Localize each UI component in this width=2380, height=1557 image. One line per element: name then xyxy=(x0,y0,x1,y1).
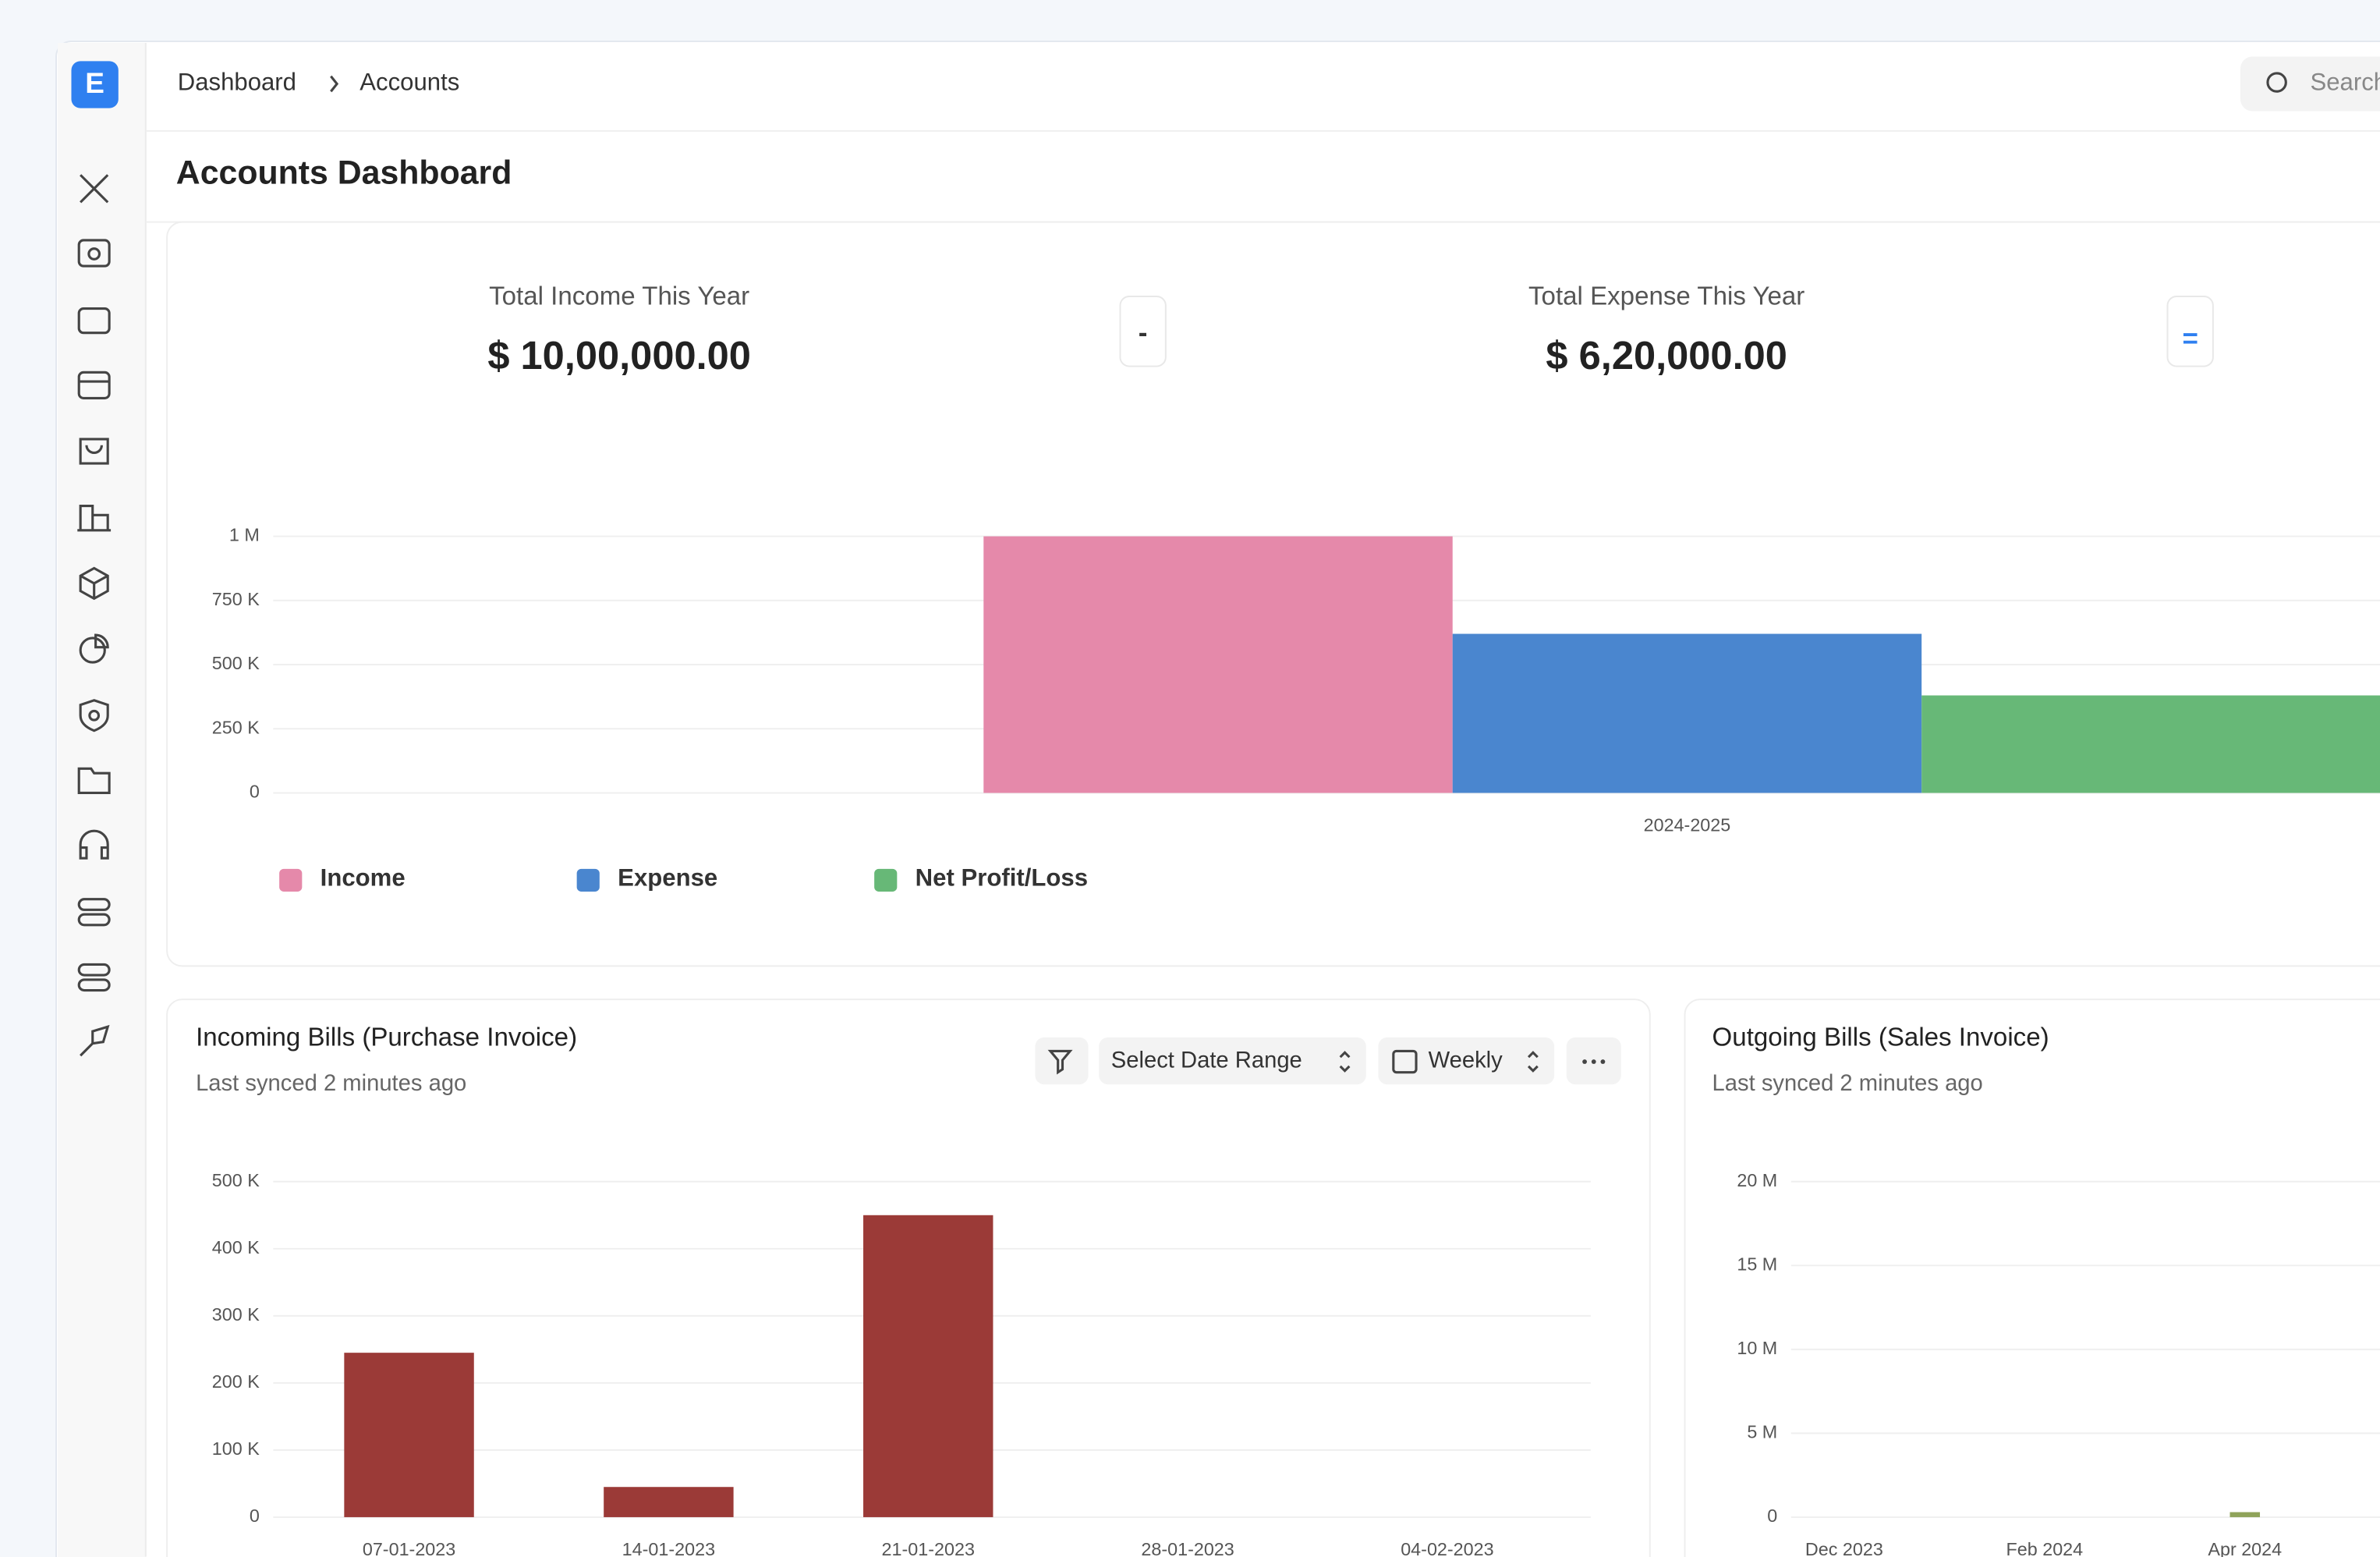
date-range-select[interactable] xyxy=(1099,1037,1366,1085)
filter-icon xyxy=(1047,1049,1073,1075)
logo[interactable] xyxy=(71,61,119,108)
legend-swatch xyxy=(576,868,600,892)
search-placeholder: Search xyxy=(2310,69,2380,96)
x-tick-label: 21-01-2023 xyxy=(882,1539,975,1557)
legend-swatch xyxy=(279,868,303,892)
card-label: Total Expense This Year xyxy=(1528,282,1804,311)
y-tick-label: 10 M xyxy=(1737,1338,1777,1358)
interval-label: Weekly xyxy=(1429,1048,1503,1073)
legend-label: Income xyxy=(321,864,406,892)
x-tick-label: 07-01-2023 xyxy=(363,1539,455,1557)
y-tick-label: 0 xyxy=(250,782,260,802)
search-icon xyxy=(2266,72,2287,93)
x-tick-label: 04-02-2023 xyxy=(1401,1539,1493,1557)
select-arrows xyxy=(1527,1051,1539,1073)
x-tick-label: 28-01-2023 xyxy=(1141,1539,1234,1557)
select-arrows xyxy=(1339,1051,1351,1073)
legend-label: Net Profit/Loss xyxy=(916,864,1088,892)
chart-title: Outgoing Bills (Sales Invoice) xyxy=(1712,1023,2049,1052)
legend-swatch xyxy=(874,868,898,892)
bar xyxy=(983,536,1453,793)
y-tick-label: 100 K xyxy=(212,1438,260,1459)
bar xyxy=(1452,633,1922,793)
chart-subtitle: Last synced 2 minutes ago xyxy=(196,1071,466,1096)
more-dots xyxy=(1582,1059,1606,1064)
x-tick-label: Dec 2023 xyxy=(1805,1539,1883,1557)
date-range-label: Select Date Range xyxy=(1111,1048,1302,1073)
operator-box xyxy=(2166,296,2214,367)
search-box[interactable] xyxy=(2240,56,2380,112)
chart-card xyxy=(1684,998,2380,1557)
operator: = xyxy=(2182,324,2198,354)
breadcrumb-item[interactable]: Dashboard xyxy=(178,69,296,96)
sidebar xyxy=(57,42,146,1557)
y-tick-label: 1 M xyxy=(229,525,260,545)
y-tick-label: 250 K xyxy=(212,717,260,737)
breadcrumb-separator xyxy=(330,75,339,93)
chart-title: Incoming Bills (Purchase Invoice) xyxy=(196,1023,577,1052)
y-tick-label: 500 K xyxy=(212,1170,260,1190)
bar xyxy=(344,1353,474,1517)
y-tick-label: 500 K xyxy=(212,653,260,673)
breadcrumb-item[interactable]: Accounts xyxy=(359,69,459,96)
y-tick-label: 750 K xyxy=(212,589,260,609)
sidebar-icons[interactable] xyxy=(77,174,112,1057)
card-label: Total Income This Year xyxy=(489,282,749,311)
bar xyxy=(863,1215,993,1517)
bar xyxy=(1921,695,2380,793)
calendar-icon xyxy=(1392,1049,1418,1074)
chart-subtitle: Last synced 2 minutes ago xyxy=(1712,1071,1983,1096)
y-tick-label: 0 xyxy=(250,1506,260,1526)
bar xyxy=(604,1487,734,1517)
bar xyxy=(2229,1512,2261,1517)
y-tick-label: 400 K xyxy=(212,1237,260,1257)
logo-letter: E xyxy=(85,67,104,99)
card-value: $ 10,00,000.00 xyxy=(487,333,751,378)
x-tick-label: Feb 2024 xyxy=(2006,1539,2084,1557)
card-value: $ 6,20,000.00 xyxy=(1546,333,1787,378)
y-tick-label: 5 M xyxy=(1747,1422,1777,1442)
y-tick-label: 300 K xyxy=(212,1304,260,1325)
interval-select[interactable] xyxy=(1378,1037,1555,1085)
x-tick-label: 14-01-2023 xyxy=(622,1539,715,1557)
operator-box xyxy=(1119,296,1167,367)
y-tick-label: 15 M xyxy=(1737,1254,1777,1274)
x-tick-label: 2024-2025 xyxy=(1644,814,1731,835)
y-tick-label: 200 K xyxy=(212,1371,260,1392)
operator: - xyxy=(1139,317,1148,348)
y-tick-label: 0 xyxy=(1767,1506,1777,1526)
page-title: Accounts Dashboard xyxy=(176,154,512,192)
legend-label: Expense xyxy=(618,864,717,892)
y-tick-label: 20 M xyxy=(1737,1170,1777,1190)
x-tick-label: Apr 2024 xyxy=(2208,1539,2282,1557)
